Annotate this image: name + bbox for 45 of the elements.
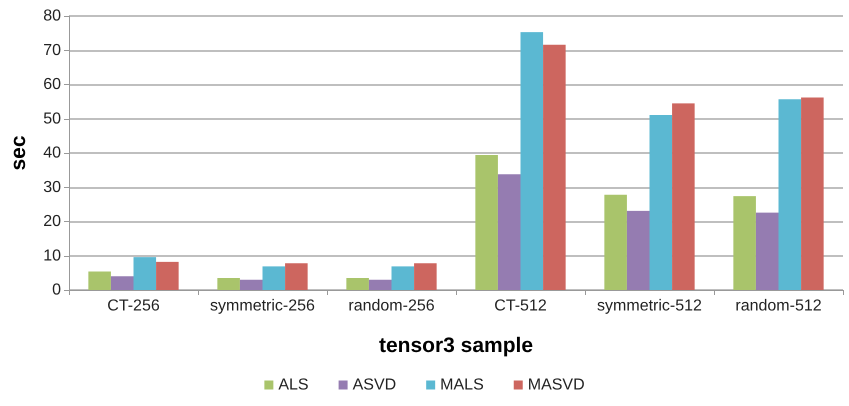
- bar: [88, 272, 111, 290]
- x-tick-label: CT-512: [494, 298, 547, 314]
- x-axis-title: tensor3 sample: [378, 334, 534, 357]
- bar: [672, 103, 695, 290]
- y-tick-label: 70: [43, 42, 62, 59]
- bar: [650, 114, 672, 290]
- bar: [498, 174, 520, 290]
- y-tick-label: 40: [43, 144, 62, 162]
- bar: [543, 44, 566, 290]
- bar: [733, 196, 756, 290]
- x-tick-label: random-512: [735, 298, 822, 314]
- legend-label: ALS: [278, 376, 309, 394]
- legend-label: ASVD: [352, 376, 396, 394]
- bar: [520, 32, 544, 290]
- x-tick-label: symmetric-256: [210, 298, 316, 314]
- y-axis-title: sec: [7, 135, 30, 171]
- bar: [262, 266, 286, 290]
- y-tick-label: 30: [43, 178, 62, 196]
- bar: [801, 98, 824, 290]
- bar: [134, 257, 156, 290]
- bar: [778, 99, 802, 290]
- bar: [368, 280, 392, 290]
- legend-label: MASVD: [528, 376, 585, 394]
- y-tick-label: 80: [43, 8, 62, 24]
- y-tick-label: 0: [52, 282, 62, 298]
- x-tick-label: random-256: [348, 298, 435, 314]
- bar: [217, 278, 240, 290]
- bar: [346, 278, 369, 290]
- bar: [285, 263, 308, 290]
- y-tick-label: 20: [43, 213, 62, 230]
- y-tick-label: 60: [43, 76, 62, 93]
- bar: [392, 266, 414, 290]
- x-tick-label: symmetric-512: [597, 298, 702, 314]
- bar: [414, 263, 437, 290]
- bar: [626, 210, 650, 290]
- bar: [604, 194, 627, 290]
- y-tick-label: 10: [43, 247, 62, 264]
- legend-label: MALS: [440, 376, 484, 394]
- y-tick-label: 50: [43, 110, 62, 128]
- bar: [475, 155, 498, 290]
- x-tick-label: CT-256: [107, 298, 160, 314]
- bar: [156, 262, 179, 290]
- bar: [756, 212, 778, 290]
- bar: [240, 280, 262, 290]
- bar: [110, 276, 134, 290]
